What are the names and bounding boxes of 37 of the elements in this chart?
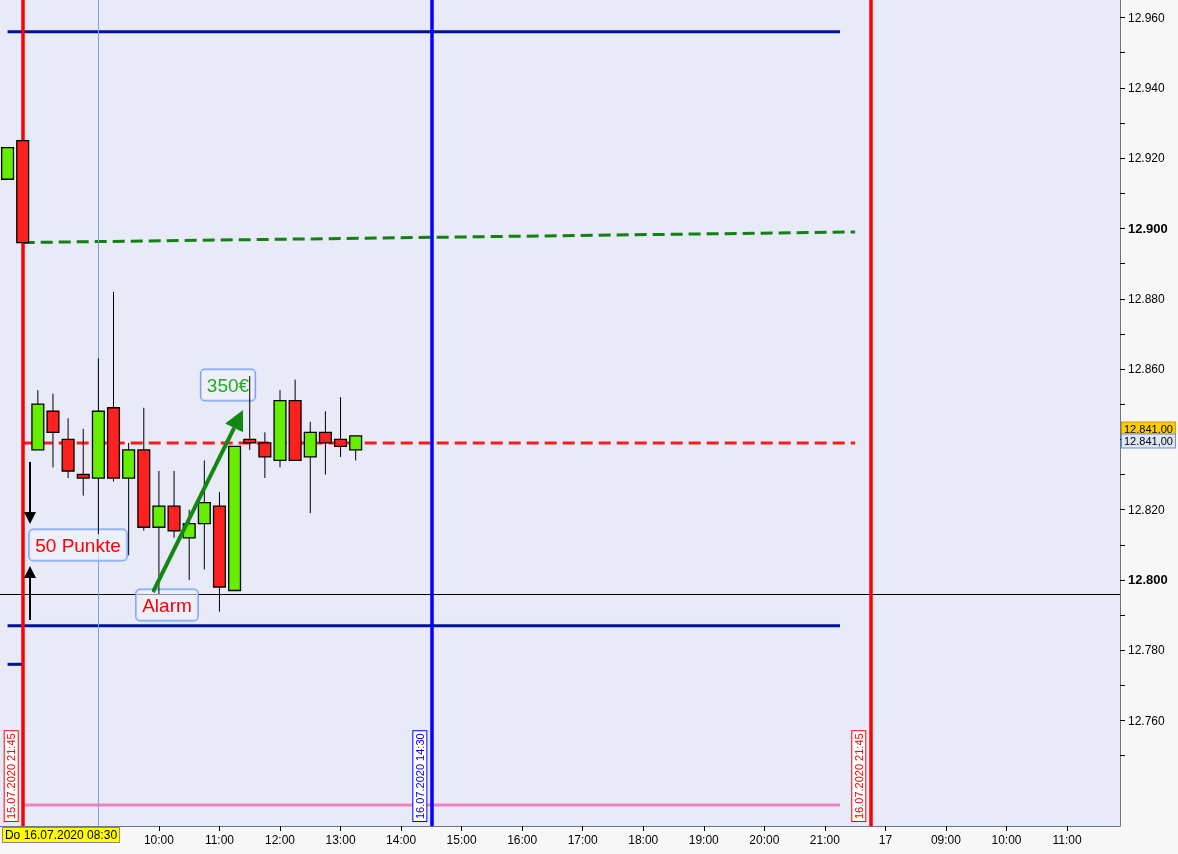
text: Do 16.07.2020 08:30 [4,828,118,842]
y-tick-label: 12.920 [1128,151,1166,166]
x-tick-label: 18:00 [628,833,659,847]
candlestick [197,459,211,570]
y-tick-label: 12.900 [1128,220,1168,236]
x-tick-label: 21:00 [809,833,841,847]
x-tick-label: 11:00 [1052,833,1082,847]
x-tick-label: 16:00 [507,833,538,847]
x-tick-label: 17 [878,833,893,847]
annotation: 16.07.2020 14:30 [413,733,426,819]
x-tick-label: 14:00 [386,833,417,847]
x-tick-label: 09:00 [930,833,962,847]
y-tick-label: 12.960 [1128,10,1166,25]
annotation: 350€ [206,374,250,396]
annotation: 15.07.2020 21:45 [5,733,18,819]
candlestick [349,435,363,461]
x-tick-label: 13:00 [325,833,356,847]
x-tick-label: 12:00 [264,833,296,847]
y-tick-label: 12.760 [1128,713,1166,728]
x-tick-label: 10:00 [991,833,1022,847]
x-tick-label: 15:00 [446,833,477,847]
y-tick-label: 12.880 [1128,291,1166,306]
text: 12.841,00 [1124,423,1173,435]
annotation: 50 Punkte [35,534,121,556]
x-tick-label: 20:00 [749,833,780,847]
text: 12.841,00 [1124,435,1173,447]
y-tick-label: 12.860 [1128,362,1166,377]
x-tick-label: 19:00 [688,833,720,847]
annotation: Alarm [142,594,192,616]
x-tick-label: 10:00 [143,833,175,847]
y-tick-label: 12.800 [1128,572,1168,588]
y-tick-label: 12.940 [1128,80,1166,95]
annotation: 16.07.2020 21:45 [852,733,865,819]
y-tick-label: 12.820 [1128,502,1166,517]
x-tick-label: 11:00 [204,833,235,847]
y-tick-label: 12.780 [1128,643,1166,658]
x-tick-label: 17:00 [567,833,599,847]
